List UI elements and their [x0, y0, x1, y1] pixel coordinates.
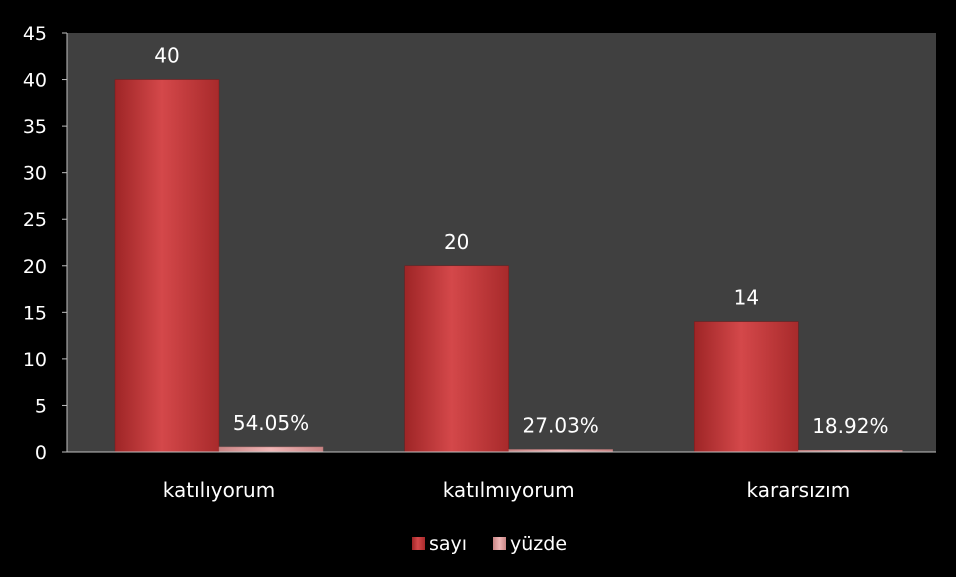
legend: sayı yüzde: [412, 533, 567, 555]
bars: [114, 79, 903, 453]
data-label: 27.03%: [523, 413, 599, 437]
data-label: 18.92%: [812, 414, 888, 438]
y-tick-label: 0: [35, 442, 47, 464]
y-tick-label: 35: [23, 116, 47, 138]
legend-swatch: [493, 537, 506, 550]
y-tick-label: 10: [23, 349, 47, 371]
x-tick-label: kararsızım: [746, 478, 850, 502]
bar-sayi: [694, 321, 799, 453]
y-tick-label: 30: [23, 163, 47, 185]
y-tick-label: 15: [23, 302, 47, 324]
data-label: 40: [154, 44, 179, 68]
legend-label: yüzde: [510, 533, 567, 555]
data-label: 14: [734, 286, 759, 310]
data-label: 20: [444, 230, 469, 254]
bar-sayi: [404, 265, 509, 453]
bar-sayi: [114, 79, 220, 453]
legend-label: sayı: [429, 533, 467, 555]
data-label: 54.05%: [233, 411, 309, 435]
y-tick-label: 40: [23, 70, 47, 92]
bar-yuzde: [218, 446, 324, 453]
y-tick-label: 20: [23, 256, 47, 278]
y-axis-ticks: 0 5 10 15 20 25 30 35 40 45: [23, 23, 67, 464]
y-tick-label: 5: [35, 395, 47, 417]
x-tick-label: katılıyorum: [163, 478, 275, 502]
data-labels: 40 54.05% 20 27.03% 14 18.92%: [154, 44, 888, 439]
legend-swatch: [412, 537, 425, 550]
y-tick-label: 25: [23, 209, 47, 231]
y-tick-label: 45: [23, 23, 47, 45]
x-axis-labels: katılıyorum katılmıyorum kararsızım: [163, 478, 850, 502]
x-tick-label: katılmıyorum: [443, 478, 575, 502]
